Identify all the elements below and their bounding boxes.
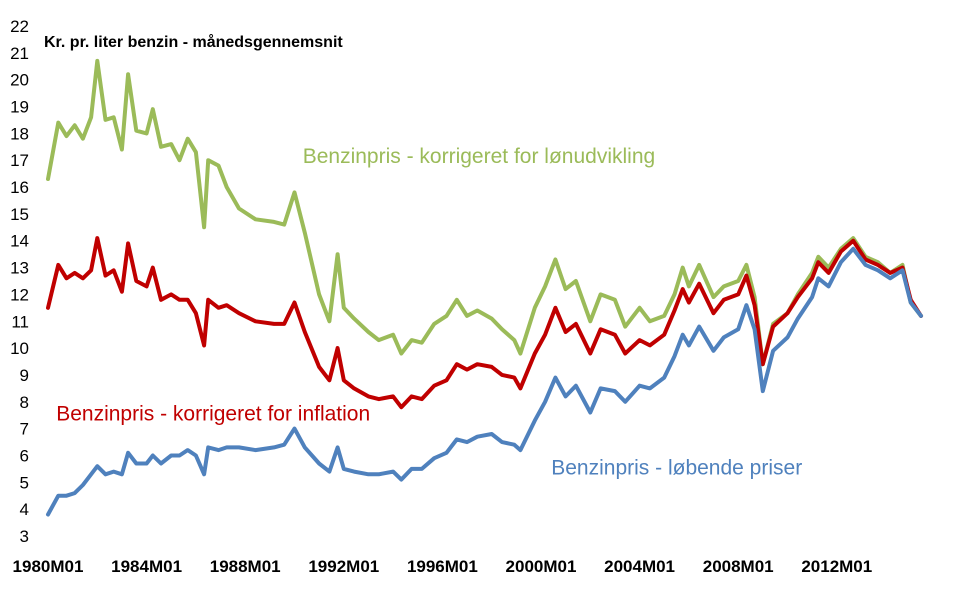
y-tick-label: 12 <box>10 285 29 304</box>
x-tick-label: 2012M01 <box>801 557 872 576</box>
x-tick-label: 2000M01 <box>506 557 577 576</box>
y-tick-label: 16 <box>10 178 29 197</box>
y-tick-label: 8 <box>20 393 29 412</box>
y-tick-label: 22 <box>10 17 29 36</box>
y-tick-label: 15 <box>10 205 29 224</box>
y-tick-label: 9 <box>20 366 29 385</box>
y-tick-label: 4 <box>20 500 29 519</box>
y-tick-label: 18 <box>10 124 29 143</box>
y-tick-label: 10 <box>10 339 29 358</box>
x-tick-label: 1984M01 <box>111 557 182 576</box>
series-lines <box>46 58 923 517</box>
y-tick-label: 13 <box>10 259 29 278</box>
series-line-3 <box>46 246 923 517</box>
x-tick-label: 1992M01 <box>308 557 379 576</box>
chart-title: Kr. pr. liter benzin - månedsgennemsnit <box>44 33 343 51</box>
series-line-2 <box>46 236 923 410</box>
x-tick-label: 1996M01 <box>407 557 478 576</box>
y-tick-label: 14 <box>10 232 29 251</box>
y-tick-label: 6 <box>20 446 29 465</box>
y-tick-label: 17 <box>10 151 29 170</box>
series-line-1 <box>46 58 923 367</box>
y-tick-label: 20 <box>10 71 29 90</box>
x-tick-label: 1988M01 <box>210 557 281 576</box>
y-tick-label: 21 <box>10 44 29 63</box>
y-tick-label: 7 <box>20 420 29 439</box>
series-label-2: Benzinpris - korrigeret for inflation <box>56 403 370 426</box>
x-axis: 1980M01 1984M01 1988M01 1992M01 1996M01 2000M… <box>13 557 873 576</box>
x-tick-label: 1980M01 <box>13 557 84 576</box>
y-axis: 3 4 5 6 7 8 9 10 11 12 13 14 15 16 17 18 19 20 21 22 <box>10 17 29 546</box>
series-label-1: Benzinpris - korrigeret for lønudvikling <box>303 145 655 168</box>
x-tick-label: 2004M01 <box>604 557 675 576</box>
y-tick-label: 11 <box>11 312 29 331</box>
series-label-3: Benzinpris - løbende priser <box>551 456 802 479</box>
x-tick-label: 2008M01 <box>703 557 774 576</box>
series-labels: Benzinpris - korrigeret for lønudvikling… <box>56 145 802 479</box>
y-tick-label: 5 <box>20 473 29 492</box>
y-tick-label: 3 <box>20 527 29 546</box>
y-tick-label: 19 <box>10 98 29 117</box>
